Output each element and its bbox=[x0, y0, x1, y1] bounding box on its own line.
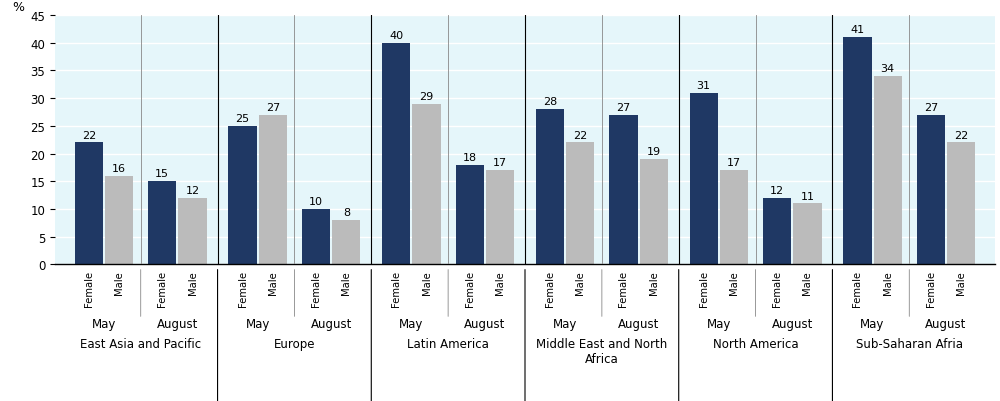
Text: Male: Male bbox=[956, 270, 966, 294]
Text: Male: Male bbox=[422, 270, 432, 294]
Bar bbox=[609, 115, 638, 265]
Bar bbox=[720, 171, 748, 265]
Text: 17: 17 bbox=[493, 158, 507, 168]
Text: Female: Female bbox=[545, 270, 555, 306]
Text: Male: Male bbox=[114, 270, 124, 294]
Text: August: August bbox=[310, 317, 352, 330]
Text: East Asia and Pacific: East Asia and Pacific bbox=[80, 337, 201, 350]
Text: August: August bbox=[925, 317, 967, 330]
Text: Male: Male bbox=[883, 270, 893, 294]
Bar bbox=[75, 143, 103, 265]
Text: 12: 12 bbox=[770, 186, 784, 196]
Text: Male: Male bbox=[268, 270, 278, 294]
Bar bbox=[332, 221, 360, 265]
Text: North America: North America bbox=[713, 337, 798, 350]
Bar bbox=[486, 171, 514, 265]
Text: Female: Female bbox=[618, 270, 628, 306]
Text: 27: 27 bbox=[924, 103, 938, 113]
Text: 17: 17 bbox=[727, 158, 741, 168]
Text: 19: 19 bbox=[647, 147, 661, 157]
Bar bbox=[874, 77, 902, 265]
Text: Europe: Europe bbox=[274, 337, 315, 350]
Text: 15: 15 bbox=[155, 169, 169, 179]
Text: Sub-Saharan Afria: Sub-Saharan Afria bbox=[856, 337, 963, 350]
Bar bbox=[178, 198, 207, 265]
Text: Female: Female bbox=[84, 270, 94, 306]
Bar bbox=[148, 182, 176, 265]
Text: Female: Female bbox=[772, 270, 782, 306]
Text: 22: 22 bbox=[82, 130, 96, 140]
Text: 34: 34 bbox=[881, 64, 895, 74]
Text: 40: 40 bbox=[389, 31, 403, 41]
Text: 8: 8 bbox=[343, 208, 350, 218]
Text: Male: Male bbox=[341, 270, 351, 294]
Text: Male: Male bbox=[575, 270, 585, 294]
Text: Male: Male bbox=[649, 270, 659, 294]
Text: May: May bbox=[860, 317, 885, 330]
Text: May: May bbox=[707, 317, 731, 330]
Text: 22: 22 bbox=[954, 130, 968, 140]
Text: Latin America: Latin America bbox=[407, 337, 489, 350]
Text: %: % bbox=[13, 0, 25, 14]
Text: August: August bbox=[464, 317, 506, 330]
Text: May: May bbox=[245, 317, 270, 330]
Bar bbox=[793, 204, 822, 265]
Bar bbox=[566, 143, 594, 265]
Bar bbox=[228, 127, 257, 265]
Text: Female: Female bbox=[465, 270, 475, 306]
Text: 28: 28 bbox=[543, 97, 557, 107]
Text: Male: Male bbox=[729, 270, 739, 294]
Text: Female: Female bbox=[238, 270, 248, 306]
Bar bbox=[412, 104, 441, 265]
Text: 11: 11 bbox=[800, 191, 814, 201]
Bar bbox=[302, 209, 330, 265]
Text: August: August bbox=[618, 317, 659, 330]
Text: Female: Female bbox=[391, 270, 401, 306]
Text: Female: Female bbox=[311, 270, 321, 306]
Text: Male: Male bbox=[802, 270, 812, 294]
Text: May: May bbox=[553, 317, 577, 330]
Text: 18: 18 bbox=[463, 152, 477, 162]
Text: 27: 27 bbox=[616, 103, 631, 113]
Bar bbox=[382, 44, 410, 265]
Text: Male: Male bbox=[495, 270, 505, 294]
Text: 25: 25 bbox=[235, 114, 250, 124]
Bar bbox=[640, 160, 668, 265]
Text: 27: 27 bbox=[266, 103, 280, 113]
Bar bbox=[763, 198, 791, 265]
Text: 12: 12 bbox=[186, 186, 200, 196]
Text: May: May bbox=[92, 317, 116, 330]
Text: Middle East and North
Africa: Middle East and North Africa bbox=[536, 337, 667, 365]
Bar bbox=[259, 115, 287, 265]
Text: 16: 16 bbox=[112, 164, 126, 174]
Text: Female: Female bbox=[157, 270, 167, 306]
Text: May: May bbox=[399, 317, 424, 330]
Bar bbox=[917, 115, 945, 265]
Text: 29: 29 bbox=[419, 92, 434, 102]
Text: 41: 41 bbox=[850, 25, 864, 35]
Bar bbox=[536, 110, 564, 265]
Text: Male: Male bbox=[188, 270, 198, 294]
Text: Female: Female bbox=[926, 270, 936, 306]
Bar bbox=[456, 165, 484, 265]
Bar bbox=[843, 38, 872, 265]
Bar bbox=[690, 93, 718, 265]
Text: 22: 22 bbox=[573, 130, 587, 140]
Text: 31: 31 bbox=[697, 81, 711, 91]
Text: 10: 10 bbox=[309, 196, 323, 207]
Text: August: August bbox=[772, 317, 813, 330]
Text: Female: Female bbox=[852, 270, 862, 306]
Bar bbox=[947, 143, 975, 265]
Text: August: August bbox=[157, 317, 198, 330]
Text: Female: Female bbox=[699, 270, 709, 306]
Bar bbox=[105, 176, 133, 265]
